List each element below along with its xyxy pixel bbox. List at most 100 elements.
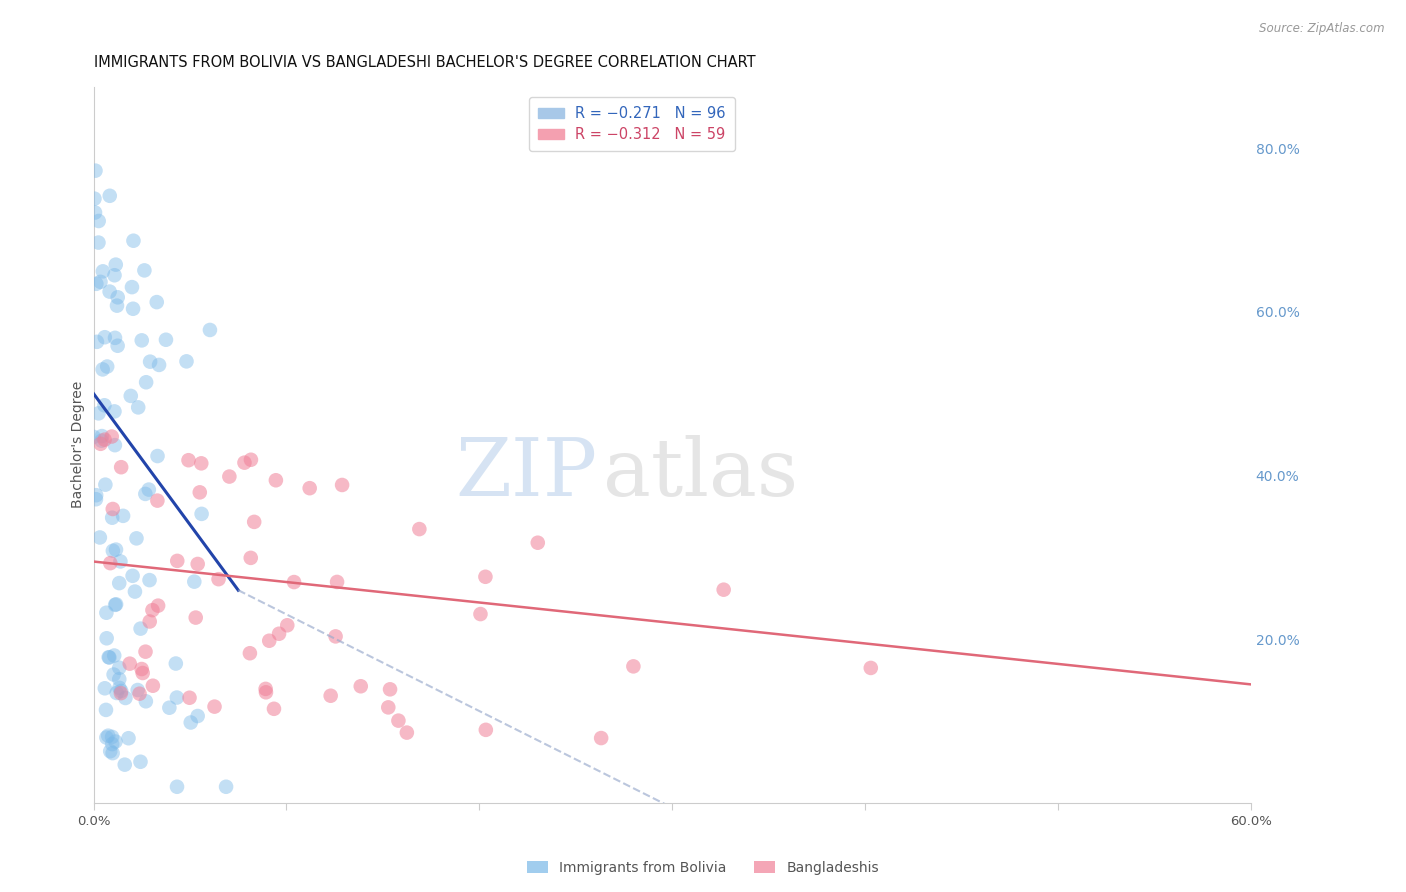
Point xyxy=(166,690,188,705)
Point xyxy=(166,780,188,794)
Point xyxy=(110,686,132,700)
Point xyxy=(98,189,121,203)
Point xyxy=(121,280,143,294)
Point xyxy=(93,433,115,447)
Point xyxy=(91,264,114,278)
Point xyxy=(97,729,120,743)
Point xyxy=(128,687,150,701)
Text: atlas: atlas xyxy=(603,434,799,513)
Point xyxy=(138,615,160,629)
Point xyxy=(107,290,129,304)
Point xyxy=(83,430,105,444)
Point xyxy=(298,481,321,495)
Point xyxy=(474,570,496,584)
Point xyxy=(98,744,121,758)
Point xyxy=(97,650,120,665)
Point xyxy=(84,488,107,502)
Point xyxy=(177,453,200,467)
Point xyxy=(104,258,127,272)
Point xyxy=(188,485,211,500)
Point xyxy=(114,757,136,772)
Point xyxy=(124,584,146,599)
Point xyxy=(215,780,238,794)
Point xyxy=(204,699,226,714)
Point xyxy=(104,331,127,345)
Point xyxy=(101,502,124,516)
Point xyxy=(86,277,108,291)
Point xyxy=(90,429,112,443)
Point xyxy=(96,606,118,620)
Point xyxy=(135,694,157,708)
Point xyxy=(254,681,277,696)
Point xyxy=(155,333,177,347)
Point xyxy=(475,723,498,737)
Point xyxy=(190,456,212,470)
Point xyxy=(526,535,548,549)
Point xyxy=(131,665,153,680)
Point xyxy=(121,569,143,583)
Point xyxy=(108,672,131,686)
Point xyxy=(84,492,107,507)
Point xyxy=(94,477,117,491)
Point xyxy=(233,456,256,470)
Point xyxy=(112,508,135,523)
Point xyxy=(104,438,127,452)
Point xyxy=(101,737,124,751)
Point xyxy=(107,339,129,353)
Point xyxy=(105,597,128,611)
Point xyxy=(859,661,882,675)
Point xyxy=(91,362,114,376)
Point xyxy=(176,354,198,368)
Point xyxy=(101,746,124,760)
Point xyxy=(122,234,145,248)
Point xyxy=(101,730,124,744)
Point xyxy=(129,755,152,769)
Point xyxy=(166,554,188,568)
Point xyxy=(96,359,118,374)
Point xyxy=(96,731,118,745)
Point xyxy=(239,550,262,565)
Point xyxy=(104,734,127,748)
Point xyxy=(134,263,156,277)
Point xyxy=(108,661,131,675)
Point xyxy=(141,603,163,617)
Point xyxy=(283,575,305,590)
Point xyxy=(131,662,153,676)
Point xyxy=(377,700,399,714)
Point xyxy=(118,657,141,671)
Y-axis label: Bachelor's Degree: Bachelor's Degree xyxy=(72,381,86,508)
Point xyxy=(105,686,128,700)
Point xyxy=(408,522,430,536)
Point xyxy=(104,598,127,612)
Point xyxy=(326,574,349,589)
Point xyxy=(94,681,117,696)
Point xyxy=(350,679,373,693)
Point xyxy=(110,684,132,698)
Point xyxy=(713,582,735,597)
Point xyxy=(98,285,121,299)
Point xyxy=(218,469,240,483)
Point xyxy=(198,323,221,337)
Point xyxy=(243,515,266,529)
Point xyxy=(134,645,156,659)
Point xyxy=(135,376,157,390)
Point xyxy=(621,659,644,673)
Point xyxy=(187,709,209,723)
Point xyxy=(96,632,118,646)
Point xyxy=(139,354,162,368)
Point xyxy=(84,163,107,178)
Point xyxy=(264,473,287,487)
Point xyxy=(87,214,110,228)
Point xyxy=(187,557,209,571)
Point xyxy=(117,731,139,746)
Point xyxy=(387,714,409,728)
Point xyxy=(325,629,347,643)
Point xyxy=(87,235,110,250)
Point xyxy=(330,478,353,492)
Point xyxy=(94,330,117,344)
Point xyxy=(148,358,170,372)
Point xyxy=(263,702,285,716)
Point xyxy=(108,681,131,695)
Point xyxy=(98,650,121,665)
Point xyxy=(90,437,112,451)
